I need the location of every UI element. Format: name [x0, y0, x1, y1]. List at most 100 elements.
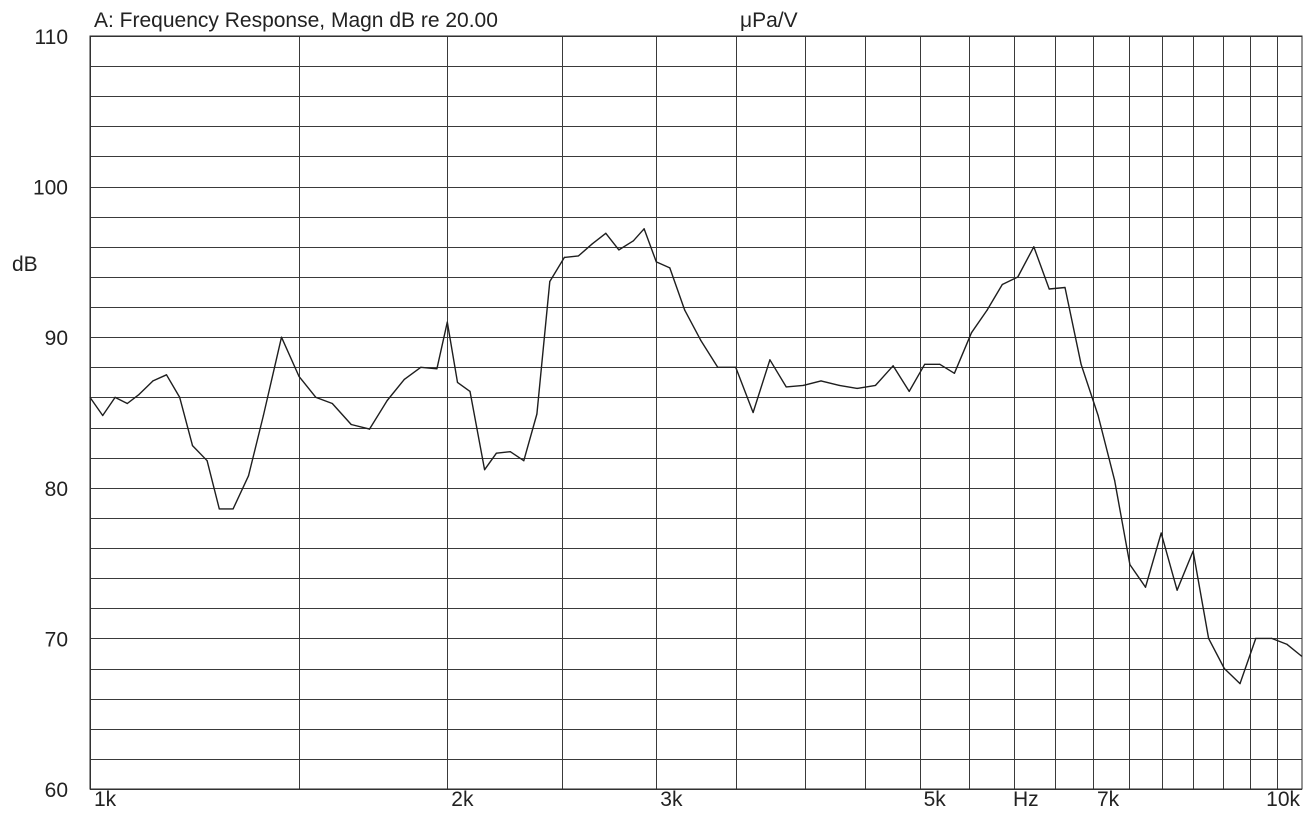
- data-point: [232, 508, 234, 510]
- x-tick-label: 7k: [1097, 788, 1120, 811]
- data-point: [331, 402, 333, 405]
- data-point: [126, 402, 128, 405]
- data-point: [1239, 683, 1241, 685]
- chart-labels: A: Frequency Response, Magn dB re 20.00 …: [12, 9, 1300, 811]
- data-point: [563, 256, 566, 258]
- x-tick-label: 2k: [451, 788, 474, 811]
- data-point: [1208, 637, 1210, 640]
- data-point: [1017, 276, 1019, 278]
- data-point: [368, 428, 371, 430]
- chart-title-unit: μPa/V: [740, 9, 798, 32]
- data-point: [1176, 589, 1178, 591]
- y-tick-label: 80: [45, 478, 68, 501]
- plot-grid: [90, 36, 1302, 790]
- data-point: [509, 451, 511, 453]
- y-tick-label: 90: [45, 327, 68, 350]
- data-point: [138, 393, 140, 395]
- x-tick-label: 3k: [660, 788, 683, 811]
- data-point: [856, 387, 858, 389]
- data-point: [1160, 532, 1162, 534]
- data-point: [700, 339, 702, 341]
- plot-frame: [89, 35, 1303, 790]
- data-point: [785, 386, 787, 388]
- y-tick-label: 60: [45, 779, 68, 802]
- data-point: [892, 365, 894, 367]
- x-tick-label: 1k: [94, 788, 117, 811]
- data-point: [165, 374, 168, 376]
- data-point: [1192, 550, 1194, 552]
- series-line: [89, 228, 1303, 685]
- y-tick-label: 110: [35, 26, 68, 49]
- data-point: [1033, 246, 1035, 248]
- data-point: [350, 423, 352, 426]
- data-point: [1048, 288, 1050, 290]
- data-point: [1223, 667, 1225, 670]
- chart-title: A: Frequency Response, Magn dB re 20.00: [94, 9, 498, 32]
- data-point: [643, 228, 645, 230]
- data-point: [752, 411, 754, 414]
- data-point: [838, 384, 841, 386]
- data-point: [1114, 479, 1116, 481]
- data-point: [655, 261, 657, 263]
- data-point: [315, 396, 317, 398]
- data-point: [618, 249, 620, 251]
- data-point: [1080, 363, 1082, 365]
- data-point: [495, 452, 497, 454]
- data-point: [298, 375, 300, 377]
- data-point: [874, 384, 877, 386]
- data-point: [1255, 637, 1257, 640]
- data-point: [102, 414, 104, 417]
- data-point: [114, 396, 116, 398]
- data-point: [1286, 643, 1288, 646]
- data-point: [523, 460, 525, 462]
- data-point: [218, 508, 220, 510]
- data-point: [1097, 414, 1099, 417]
- data-point: [420, 366, 422, 368]
- data-point: [605, 232, 607, 234]
- data-point: [820, 380, 822, 382]
- y-tick-label: 70: [45, 628, 68, 651]
- data-point: [247, 475, 250, 477]
- series-layer: [89, 228, 1303, 685]
- y-axis-label: dB: [12, 253, 38, 276]
- data-point: [735, 366, 737, 368]
- data-point: [986, 309, 988, 311]
- data-point: [536, 413, 538, 415]
- data-point: [549, 280, 551, 283]
- data-point: [484, 469, 486, 471]
- data-point: [1144, 586, 1147, 588]
- data-point: [591, 243, 593, 245]
- data-point: [1129, 564, 1131, 566]
- data-point: [436, 368, 438, 370]
- data-point: [939, 363, 941, 365]
- data-point: [456, 381, 459, 383]
- data-point: [769, 359, 771, 361]
- x-tick-label: 5k: [924, 788, 947, 811]
- data-point: [152, 380, 154, 382]
- data-point: [386, 399, 388, 402]
- data-point: [469, 390, 471, 392]
- data-point: [1271, 637, 1273, 640]
- data-point: [669, 267, 671, 269]
- data-point: [632, 240, 635, 242]
- data-point: [802, 384, 804, 386]
- data-point: [1064, 286, 1066, 289]
- data-point: [924, 363, 926, 365]
- data-point: [446, 321, 448, 323]
- data-point: [280, 336, 283, 338]
- data-point: [191, 445, 194, 447]
- data-point: [577, 255, 580, 257]
- data-point: [1001, 283, 1003, 286]
- data-point: [717, 366, 719, 368]
- data-point: [970, 332, 973, 334]
- data-point: [908, 390, 910, 392]
- x-axis-label: Hz: [1013, 788, 1039, 811]
- data-point: [403, 378, 405, 380]
- data-point: [684, 309, 686, 311]
- data-point: [179, 396, 181, 398]
- y-tick-label: 100: [33, 177, 68, 200]
- data-point: [953, 372, 956, 374]
- x-tick-label: 10k: [1266, 788, 1300, 811]
- data-point: [262, 414, 264, 417]
